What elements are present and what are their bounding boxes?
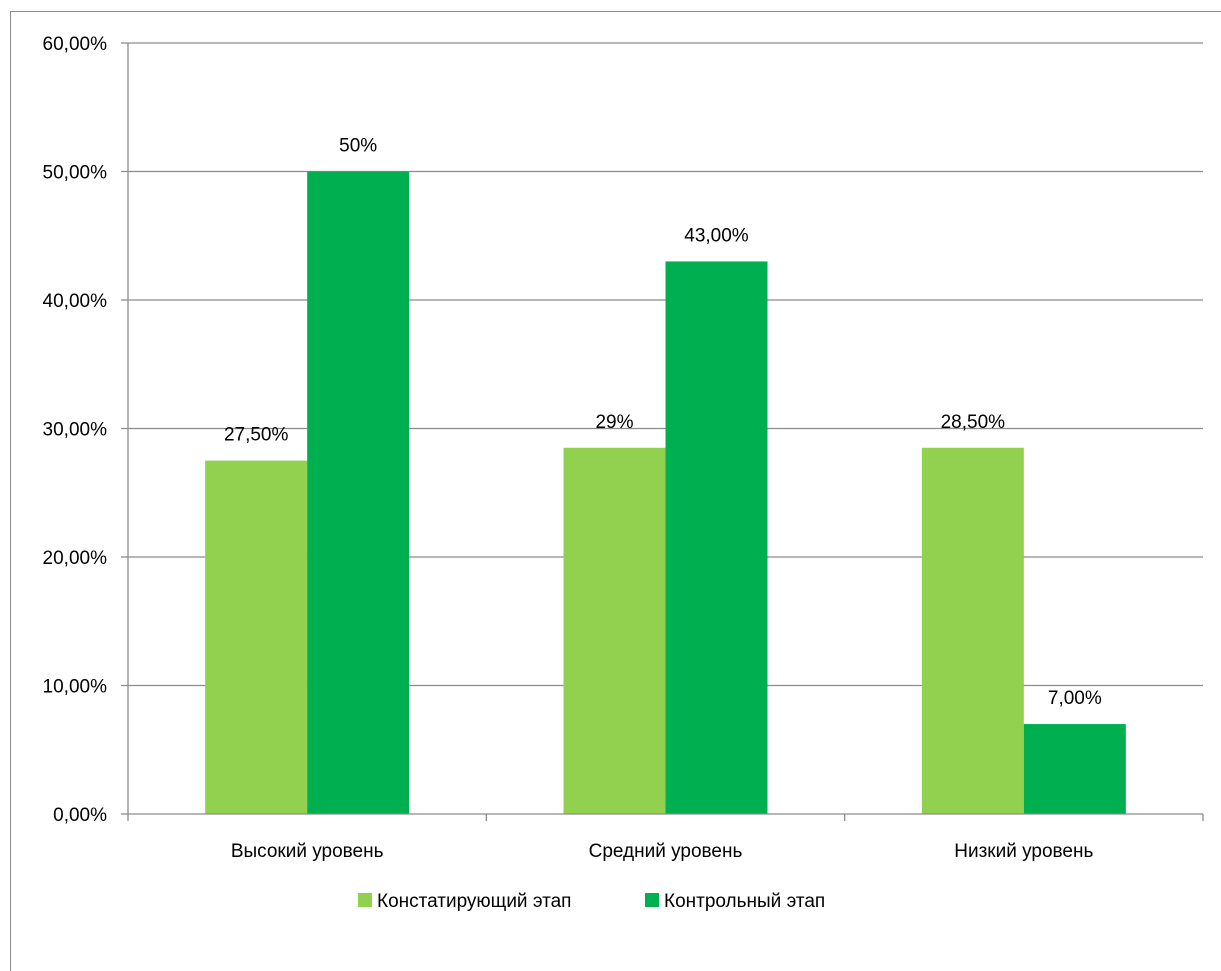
y-tick-label: 50,00% [43, 163, 108, 184]
x-tick-label: Высокий уровень [231, 841, 384, 862]
legend-swatch [645, 893, 659, 907]
chart-frame [10, 11, 1221, 971]
y-tick-label: 40,00% [43, 291, 108, 312]
data-label: 50% [339, 136, 377, 157]
y-tick-label: 30,00% [43, 420, 108, 441]
bar-chart: 0,00% 10,00% 20,00% 30,00% 40,00% 50,00% 60,00… [43, 34, 1204, 912]
legend-label: Констатирующий этап [377, 891, 571, 912]
data-label: 27,50% [224, 425, 289, 446]
x-axis: Высокий уровень Средний уровень Низкий уро… [127, 813, 1204, 862]
legend: Констатирующий этап Контрольный этап [358, 891, 825, 912]
bar [1023, 724, 1126, 814]
bar [665, 261, 768, 814]
y-tick-label: 60,00% [43, 34, 108, 55]
bar [563, 447, 666, 814]
x-tick-label: Низкий уровень [954, 841, 1093, 862]
y-tick-label: 10,00% [43, 677, 108, 698]
bar [921, 447, 1024, 814]
legend-swatch [358, 893, 372, 907]
x-tick-label: Средний уровень [589, 841, 743, 862]
bar [205, 460, 308, 814]
legend-label: Контрольный этап [664, 891, 825, 912]
data-label: 7,00% [1048, 688, 1102, 709]
y-axis: 0,00% 10,00% 20,00% 30,00% 40,00% 50,00% 60,00… [43, 34, 129, 826]
y-tick-label: 0,00% [53, 805, 107, 826]
bar [307, 171, 410, 814]
bars: 27,50% 50% 29% 43,00% 28,50% 7,00% [205, 136, 1126, 814]
data-label: 29% [595, 412, 633, 433]
y-tick-label: 20,00% [43, 548, 108, 569]
data-label: 28,50% [941, 412, 1006, 433]
data-label: 43,00% [684, 225, 749, 246]
